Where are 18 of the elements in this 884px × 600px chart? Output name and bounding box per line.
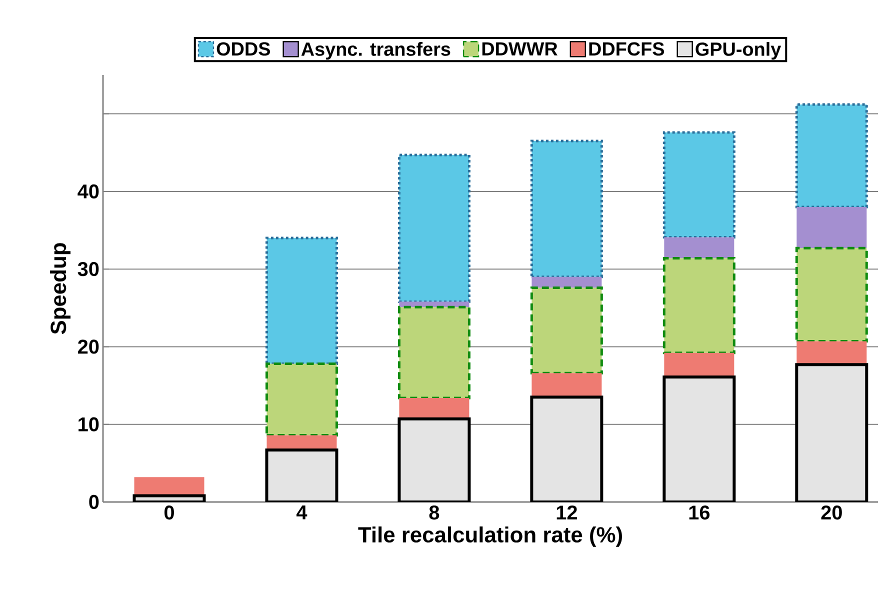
x-tick-label: 20: [821, 506, 842, 520]
x-tick-label: 0: [164, 506, 174, 520]
y-axis-title: Speedup: [50, 243, 70, 334]
legend-label: ODDS: [216, 42, 270, 56]
y-tick-label: 0: [89, 494, 99, 510]
x-tick-label: 8: [429, 506, 440, 520]
y-tick-label: 10: [78, 417, 99, 432]
legend-label: Async. transfers: [301, 42, 450, 60]
y-tick-label: 40: [78, 184, 99, 198]
y-tick-label: 30: [78, 262, 99, 276]
x-tick-label: 4: [296, 506, 308, 520]
legend-label: GPU-only: [696, 42, 782, 60]
x-tick-label: 16: [689, 506, 710, 520]
y-tick-label: 20: [78, 340, 99, 354]
x-axis-title: Tile recalculation rate (%): [358, 526, 622, 547]
legend-label: DDWWR: [482, 42, 558, 56]
x-tick-label: 12: [556, 506, 577, 520]
legend-label: DDFCFS: [589, 42, 664, 56]
